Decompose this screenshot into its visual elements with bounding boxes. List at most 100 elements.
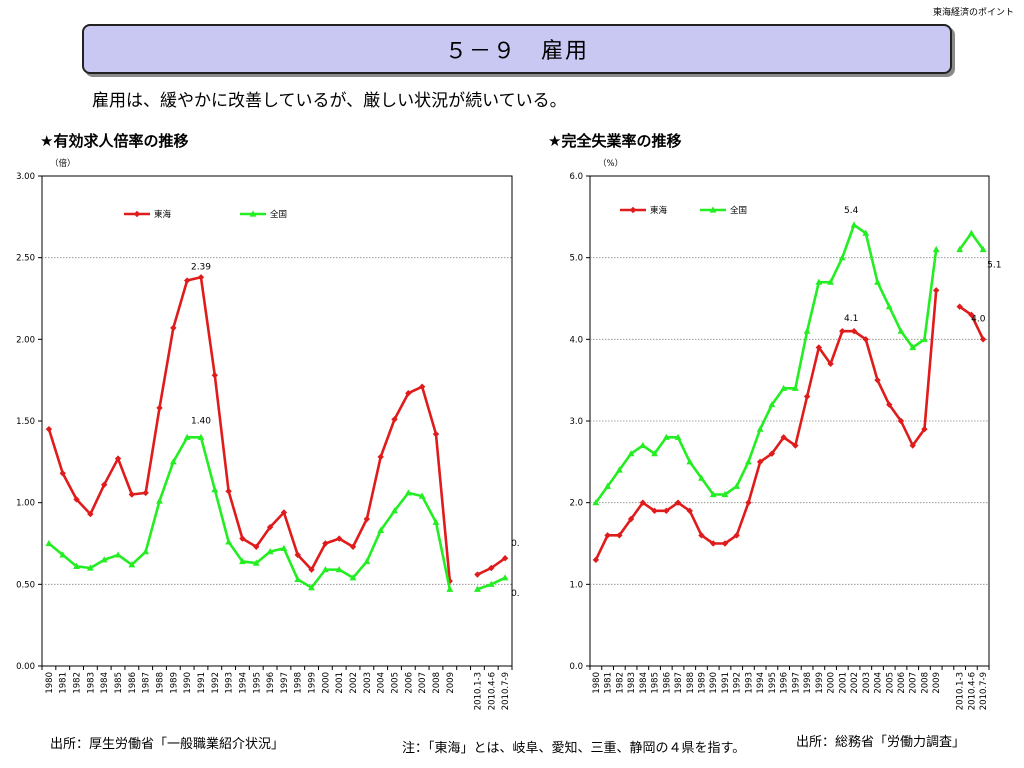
x-tick-label: 2010.7-9 <box>979 672 989 710</box>
tokai-point <box>225 488 232 495</box>
national-point <box>404 489 412 496</box>
x-tick-label: 2005 <box>391 672 401 694</box>
tokai-point <box>627 515 635 523</box>
x-tick-label: 1994 <box>238 672 248 694</box>
national-point <box>100 556 108 563</box>
tokai-point <box>803 393 811 400</box>
national-point <box>791 384 799 391</box>
x-tick-label: 2009 <box>446 672 456 694</box>
x-tick-label: 1980 <box>45 672 55 694</box>
x-tick-label: 1992 <box>211 672 221 694</box>
tokai-point <box>239 535 246 542</box>
right-chart-title: ★完全失業率の推移 <box>548 132 682 150</box>
tokai-point <box>114 455 122 462</box>
x-tick-label: 1981 <box>604 672 614 694</box>
left-chart-title: ★有効求人倍率の推移 <box>40 132 189 150</box>
x-tick-label: 2010.1-3 <box>473 672 483 710</box>
legend-label: 全国 <box>270 209 287 220</box>
y-tick-label: 0.50 <box>16 580 35 590</box>
tokai-point <box>308 566 315 573</box>
national-point <box>815 278 823 285</box>
x-tick-label: 2002 <box>850 672 860 694</box>
tokai-point <box>197 274 205 281</box>
national-point <box>979 245 987 253</box>
y-tick-label: 0.0 <box>569 662 583 672</box>
tokai-point <box>170 324 177 332</box>
x-tick-label: 1991 <box>197 672 207 694</box>
national-series <box>592 221 987 506</box>
x-tick-label: 2000 <box>321 672 331 694</box>
x-tick-label: 1983 <box>627 672 637 694</box>
x-tick-label: 1988 <box>156 672 166 694</box>
tokai-point <box>663 507 670 515</box>
national-point <box>756 425 764 432</box>
national-point <box>432 518 440 525</box>
national-point <box>487 580 495 587</box>
national-point <box>294 575 302 583</box>
national-point <box>183 433 191 440</box>
page-title: ５－９ 雇用 <box>82 24 952 74</box>
tokai-point <box>45 425 53 433</box>
x-tick-label: 2003 <box>363 672 373 694</box>
national-point <box>308 584 315 591</box>
y-tick-label: 1.00 <box>16 499 35 509</box>
data-label: 4.1 <box>844 314 858 324</box>
national-point <box>780 384 788 391</box>
y-axis-label: （倍） <box>50 158 76 169</box>
x-tick-label: 2004 <box>377 672 387 694</box>
national-point <box>391 507 398 514</box>
tokai-point <box>745 499 752 506</box>
x-tick-label: 2006 <box>404 672 414 694</box>
x-tick-label: 2010.4-6 <box>967 672 977 710</box>
x-tick-label: 2010.4-6 <box>487 672 497 710</box>
national-point <box>885 303 893 310</box>
national-point <box>803 327 811 334</box>
tokai-point <box>909 442 916 449</box>
y-axis-label: （%） <box>598 158 623 169</box>
national-point <box>639 441 647 449</box>
national-point <box>266 548 274 555</box>
x-tick-label: 1984 <box>639 672 649 694</box>
national-point <box>142 548 150 555</box>
x-tick-label: 2005 <box>885 672 895 694</box>
national-point <box>956 245 964 253</box>
national-point <box>474 585 481 592</box>
national-point <box>501 574 509 581</box>
x-tick-label: 1982 <box>73 672 83 694</box>
x-tick-label: 2003 <box>862 672 872 694</box>
national-point <box>592 499 600 506</box>
tokai-point <box>280 509 288 516</box>
tokai-point <box>418 383 426 390</box>
national-point <box>604 482 612 489</box>
national-point <box>59 551 67 558</box>
national-point <box>73 562 80 569</box>
legend-marker <box>709 206 717 213</box>
x-tick-label: 2001 <box>838 672 848 694</box>
national-point <box>709 490 717 498</box>
national-line <box>594 223 938 504</box>
national-point <box>225 538 233 545</box>
data-label: 2.39 <box>191 262 211 272</box>
x-tick-label: 1990 <box>709 672 719 694</box>
national-point <box>862 229 870 236</box>
data-label: 1.40 <box>191 416 211 426</box>
y-tick-label: 1.50 <box>16 417 35 427</box>
y-tick-label: 1.0 <box>569 580 583 590</box>
national-point <box>686 458 694 465</box>
x-tick-label: 1997 <box>280 672 290 694</box>
national-point <box>745 458 752 465</box>
tokai-series <box>592 287 987 564</box>
national-point <box>114 551 122 558</box>
national-point <box>838 254 846 261</box>
x-tick-label: 2006 <box>897 672 907 694</box>
x-tick-label: 1997 <box>791 672 801 694</box>
x-tick-label: 1986 <box>662 672 672 694</box>
footnote: 注：「東海」とは、岐阜、愛知、三重、静岡の４県を指す。 <box>402 741 746 756</box>
source-right: 出所：総務省「労働力調査」 <box>796 735 966 750</box>
tokai-point <box>59 470 66 477</box>
national-point <box>874 278 881 285</box>
x-tick-label: 1999 <box>308 672 318 694</box>
x-tick-label: 2002 <box>349 672 359 694</box>
tokai-point <box>956 303 963 310</box>
y-tick-label: 6.0 <box>569 172 583 182</box>
